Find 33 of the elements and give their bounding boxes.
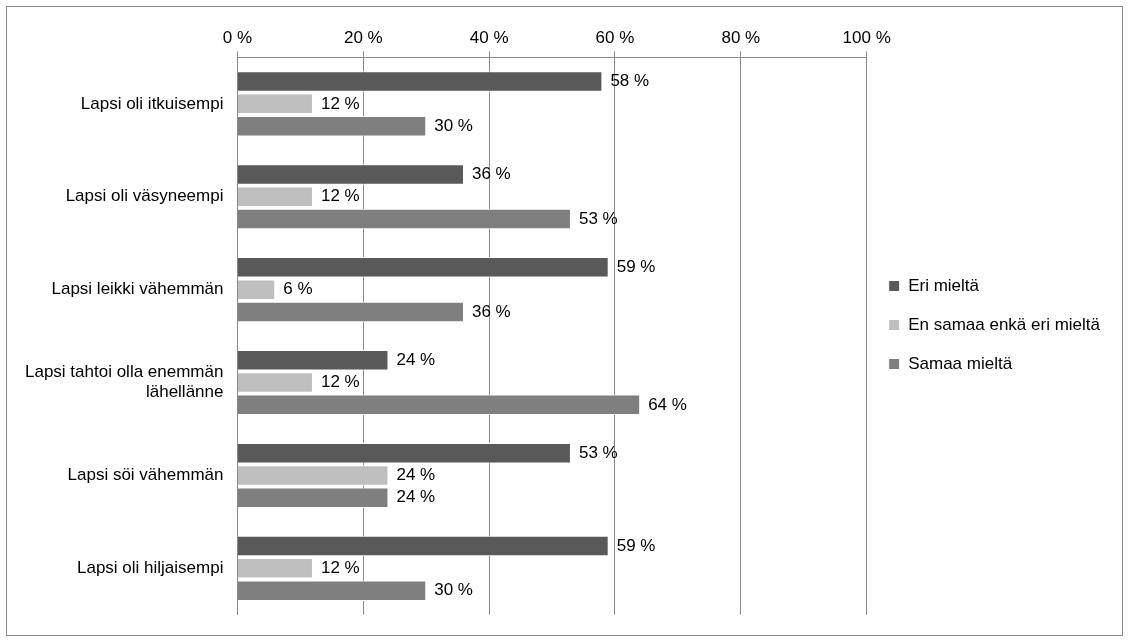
data-label: 6 % [283, 279, 313, 299]
y-tick-label: Lapsi oli hiljaisempi [76, 558, 224, 578]
y-tick-label: Lapsi tahtoi olla enemmän lähellänne [24, 362, 224, 402]
data-label: 53 % [578, 208, 618, 228]
x-tick-label: 60 % [595, 27, 635, 47]
x-tick-label: 0 % [222, 27, 253, 47]
y-tick-label: Lapsi oli väsyneempi [65, 186, 224, 206]
data-label: 30 % [434, 115, 473, 135]
data-label: 12 % [320, 186, 360, 206]
data-label: 12 % [320, 372, 360, 392]
legend-label: Eri mieltä [908, 275, 980, 295]
data-label: 36 % [471, 301, 511, 321]
x-tick-label: 20 % [343, 27, 383, 47]
x-tick-label: 40 % [469, 27, 509, 47]
data-label: 30 % [434, 580, 473, 600]
y-tick-label: Lapsi oli itkuisempi [80, 93, 224, 113]
data-label: 59 % [616, 257, 656, 277]
data-label: 24 % [396, 465, 436, 485]
data-label: 24 % [396, 487, 436, 507]
x-tick-label: 80 % [721, 27, 761, 47]
y-tick-label: Lapsi söi vähemmän [67, 465, 224, 485]
x-tick-label: 100 % [842, 27, 891, 47]
data-label: 24 % [396, 349, 436, 369]
data-label: 64 % [648, 394, 687, 414]
data-label: 59 % [616, 535, 656, 555]
legend-label: En samaa enkä eri mieltä [908, 314, 1101, 334]
data-label: 12 % [320, 558, 360, 578]
data-label: 58 % [610, 71, 650, 91]
y-tick-label: Lapsi leikki vähemmän [51, 279, 224, 299]
data-label: 53 % [578, 442, 618, 462]
legend-label: Samaa mieltä [908, 353, 1013, 373]
data-label: 36 % [471, 164, 511, 184]
data-label: 12 % [320, 93, 360, 113]
